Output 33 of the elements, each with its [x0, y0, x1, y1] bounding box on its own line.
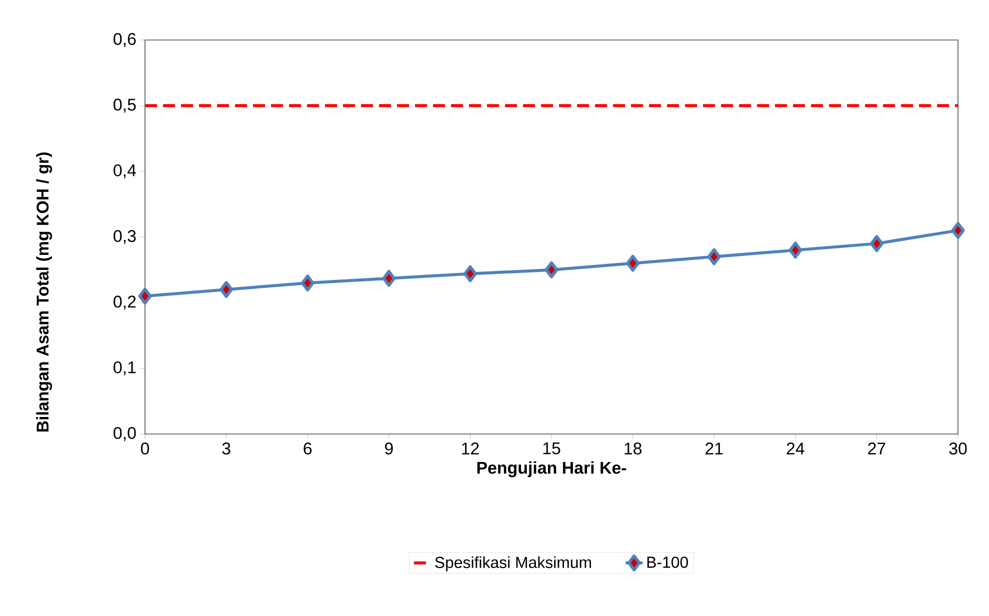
y-axis-title: Bilangan Asam Total (mg KOH / gr): [36, 152, 52, 432]
point: [788, 242, 802, 259]
point: [544, 261, 558, 278]
x-tick-label: 6: [304, 442, 312, 455]
point: [626, 254, 640, 272]
x-tick-label: 12: [462, 442, 479, 454]
x-tick-label: 15: [543, 442, 560, 454]
y-tick-label: 0,4: [114, 164, 136, 178]
y-tick-label: 0,5: [114, 98, 136, 113]
x-tick-label: 27: [868, 442, 886, 454]
legend-label: B-100: [647, 556, 688, 568]
point: [707, 248, 721, 266]
y-tick-label: 0,1: [114, 361, 136, 376]
legend-label: Spesifikasi Maksimum: [435, 556, 591, 572]
point: [220, 281, 234, 298]
y-tick-label: 0,3: [114, 230, 136, 244]
x-tick-label: 18: [624, 442, 642, 455]
point: [870, 235, 884, 252]
x-tick-label: 21: [706, 442, 723, 454]
point: [138, 288, 152, 305]
y-tick-label: 0,0: [114, 427, 136, 441]
point: [463, 265, 477, 282]
point: [300, 274, 314, 292]
x-tick-label: 24: [786, 442, 804, 454]
point: [951, 222, 965, 239]
point: [382, 270, 396, 287]
x-tick-label: 9: [384, 442, 393, 455]
x-axis-title: Pengujian Hari Ke-: [477, 461, 626, 478]
y-tick-label: 0,2: [114, 296, 136, 310]
x-tick-label: 3: [222, 442, 230, 455]
x-tick-label: 30: [949, 442, 967, 455]
y-tick-label: 0,6: [114, 33, 136, 47]
x-tick-label: 0: [140, 442, 150, 455]
